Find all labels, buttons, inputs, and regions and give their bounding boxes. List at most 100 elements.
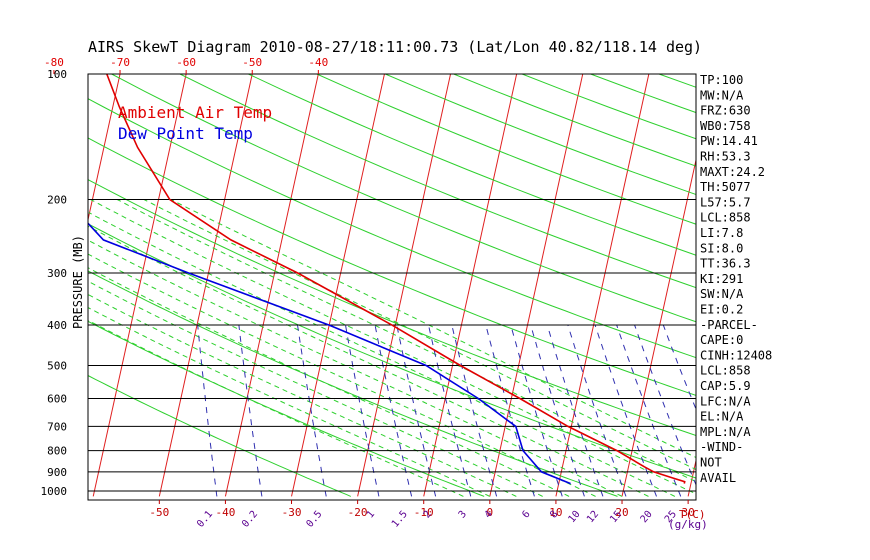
top-temperature-axis: -120-110-100-90-80-70-60-50-40: [44, 56, 328, 74]
plot-frame: [87, 73, 697, 501]
bottom-axis-unit: T(C): [679, 508, 706, 521]
index-label: TH:5077: [700, 180, 751, 194]
pressure-tick-label: 800: [47, 445, 67, 458]
mixing-ratio-label: 0.5: [304, 509, 324, 530]
mixing-ratio-label: 12: [585, 509, 601, 525]
pressure-tick-label: 600: [47, 392, 67, 405]
index-label: RH:53.3: [700, 150, 751, 164]
pressure-tick-label: 400: [47, 319, 67, 332]
index-label: CINH:12408: [700, 348, 772, 362]
moist-adiabat-line: [88, 319, 464, 497]
moist-adiabat-line: [88, 239, 623, 497]
pressure-tick-label: 900: [47, 466, 67, 479]
mixing-ratio-label: 0.2: [240, 509, 260, 530]
bottom-temp-tick-label: 20: [615, 506, 628, 519]
moist-adiabat-line: [143, 199, 696, 471]
background-grid: [0, 74, 870, 497]
dry-adiabat-line: [88, 223, 696, 479]
y-axis-label: PRESSURE (MB): [71, 235, 85, 329]
index-label: CAP:5.9: [700, 379, 751, 393]
mixing-ratio-label: 1: [365, 509, 377, 521]
index-label: MW:N/A: [700, 88, 744, 102]
mixing-ratio-label: 1.5: [390, 509, 410, 530]
bottom-temp-tick-label: -40: [215, 506, 235, 519]
bottom-temp-tick-label: 10: [549, 506, 562, 519]
moist-adiabat-line: [88, 280, 543, 497]
mixing-ratio-label: 2: [422, 509, 434, 521]
bottom-temp-tick-label: 30: [681, 506, 694, 519]
index-label: TP:100: [700, 73, 743, 87]
mixing-ratio-line: [634, 324, 696, 487]
bottom-temp-tick-label: -50: [149, 506, 169, 519]
ambient-air-temp-line: [106, 74, 686, 484]
moist-adiabat-line: [88, 267, 570, 497]
isotherm-line: [88, 74, 121, 222]
mixing-ratio-label: 0.1: [195, 509, 215, 530]
mixing-ratio-axis: 0.1 0.2 0.5 1 1.5 2 3 4 6 8 10 12 15 20 25: [195, 509, 679, 530]
pressure-tick-label: 300: [47, 267, 67, 280]
mixing-ratio-label: 20: [639, 509, 655, 525]
mixing-ratio-line: [374, 325, 413, 497]
mixing-ratio-line: [567, 324, 627, 497]
mixing-ratio-line: [594, 324, 657, 497]
mixing-ratio-line: [510, 324, 563, 497]
legend-dew-point-temp: Dew Point Temp: [118, 124, 253, 143]
mixing-ratio-line: [428, 324, 472, 497]
mixing-ratio-line: [546, 324, 604, 497]
moist-adiabat-line: [170, 199, 696, 458]
pressure-tick-label: 700: [47, 420, 67, 433]
mixing-ratio-line: [197, 325, 218, 497]
index-label: LCL:858: [700, 364, 751, 378]
index-label: AVAIL: [700, 471, 736, 485]
index-label: EL:N/A: [700, 410, 744, 424]
sounding-series: [88, 74, 686, 485]
index-label: -WIND-: [700, 440, 743, 454]
bottom-temperature-axis: -50 -40 -30 -20 -10 0 10 20 30: [149, 500, 695, 519]
index-label: CAPE:0: [700, 333, 743, 347]
mixing-ratio-label: 3: [457, 509, 469, 521]
index-label: SW:N/A: [700, 287, 744, 301]
mixing-ratio-label: 4: [483, 509, 495, 521]
mixing-ratio-line: [238, 325, 263, 497]
moist-adiabat-line: [88, 293, 517, 497]
isotherm-line: [0, 74, 54, 496]
bottom-temp-tick-label: -30: [282, 506, 302, 519]
bottom-temp-tick-label: 0: [487, 506, 494, 519]
pressure-tick-label: 100: [47, 68, 67, 81]
top-temp-tick-label: -80: [44, 56, 64, 69]
index-label: NOT: [700, 456, 722, 470]
isotherm-line: [754, 74, 847, 496]
dry-adiabat-line: [385, 74, 696, 196]
bottom-temp-tick-label: -20: [348, 506, 368, 519]
top-temp-tick-label: -70: [110, 56, 130, 69]
top-temp-tick-label: -40: [308, 56, 328, 69]
index-label: KI:291: [700, 272, 743, 286]
mixing-ratio-line: [530, 324, 585, 497]
pressure-tick-label: 1000: [41, 485, 68, 498]
mixing-ratio-label: 8: [548, 509, 560, 521]
chart-title: AIRS SkewT Diagram 2010-08-27/18:11:00.7…: [88, 38, 702, 56]
mixing-ratio-line: [485, 324, 535, 497]
pressure-tick-label: 200: [47, 194, 67, 207]
top-temp-tick-label: -50: [242, 56, 262, 69]
isotherm-line: [423, 74, 518, 497]
dry-adiabat-line: [248, 74, 696, 256]
index-label: -PARCEL-: [700, 318, 758, 332]
mixing-ratio-unit: (g/kg): [668, 518, 708, 531]
mixing-ratio-line: [616, 324, 682, 497]
bottom-temp-tick-label: -10: [414, 506, 434, 519]
dry-adiabat-line: [179, 74, 696, 289]
index-label: L57:5.7: [700, 195, 751, 209]
index-label: WB0:758: [700, 119, 751, 133]
isotherm-line: [357, 74, 452, 497]
index-label: LI:7.8: [700, 226, 743, 240]
dry-adiabat-line: [88, 374, 351, 497]
isotherm-line: [820, 74, 870, 496]
index-label: LFC:N/A: [700, 394, 751, 408]
pressure-axis: 100 200 300 400 500 600 700 800 900 1000: [41, 68, 68, 498]
dry-adiabat-line: [88, 270, 618, 497]
mixing-ratio-line: [297, 325, 327, 497]
index-label: PW:14.41: [700, 134, 758, 148]
mixing-ratio-line: [345, 325, 380, 497]
